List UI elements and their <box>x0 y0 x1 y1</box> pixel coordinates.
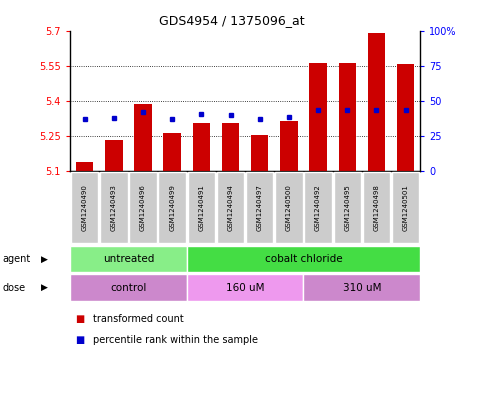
FancyBboxPatch shape <box>71 172 99 243</box>
Text: GSM1240499: GSM1240499 <box>169 184 175 231</box>
Text: ▶: ▶ <box>41 255 48 263</box>
Text: percentile rank within the sample: percentile rank within the sample <box>93 335 258 345</box>
Text: control: control <box>110 283 146 293</box>
Text: GSM1240495: GSM1240495 <box>344 184 350 231</box>
Text: GSM1240496: GSM1240496 <box>140 184 146 231</box>
FancyBboxPatch shape <box>334 172 361 243</box>
Text: ■: ■ <box>75 335 84 345</box>
FancyBboxPatch shape <box>100 172 128 243</box>
FancyBboxPatch shape <box>217 172 244 243</box>
Text: cobalt chloride: cobalt chloride <box>265 254 342 264</box>
Text: transformed count: transformed count <box>93 314 184 324</box>
Text: GSM1240494: GSM1240494 <box>227 184 234 231</box>
FancyBboxPatch shape <box>303 274 420 301</box>
Bar <box>339 63 356 171</box>
Text: 160 uM: 160 uM <box>226 283 264 293</box>
Bar <box>105 140 123 171</box>
Bar <box>368 33 385 171</box>
Bar <box>193 123 210 171</box>
FancyBboxPatch shape <box>392 172 419 243</box>
Text: GSM1240501: GSM1240501 <box>403 184 409 231</box>
Bar <box>222 123 239 171</box>
FancyBboxPatch shape <box>304 172 332 243</box>
Bar <box>280 121 298 171</box>
Text: ■: ■ <box>75 314 84 324</box>
Text: GSM1240491: GSM1240491 <box>199 184 204 231</box>
Bar <box>163 132 181 171</box>
Bar <box>251 135 269 171</box>
FancyBboxPatch shape <box>158 172 186 243</box>
Text: GSM1240492: GSM1240492 <box>315 184 321 231</box>
FancyBboxPatch shape <box>246 172 273 243</box>
Text: agent: agent <box>2 254 30 264</box>
Bar <box>134 103 152 171</box>
Text: untreated: untreated <box>103 254 154 264</box>
FancyBboxPatch shape <box>70 246 187 272</box>
Bar <box>76 162 93 171</box>
FancyBboxPatch shape <box>70 274 187 301</box>
FancyBboxPatch shape <box>363 172 390 243</box>
Bar <box>397 64 414 171</box>
Text: GSM1240490: GSM1240490 <box>82 184 87 231</box>
Text: 310 uM: 310 uM <box>342 283 381 293</box>
Text: dose: dose <box>2 283 26 293</box>
Text: GSM1240498: GSM1240498 <box>373 184 380 231</box>
Bar <box>309 63 327 171</box>
Text: GSM1240497: GSM1240497 <box>256 184 263 231</box>
FancyBboxPatch shape <box>275 172 303 243</box>
Text: GSM1240500: GSM1240500 <box>286 184 292 231</box>
Text: ▶: ▶ <box>41 283 48 292</box>
FancyBboxPatch shape <box>187 172 215 243</box>
FancyBboxPatch shape <box>187 274 303 301</box>
FancyBboxPatch shape <box>129 172 156 243</box>
Text: GDS4954 / 1375096_at: GDS4954 / 1375096_at <box>159 14 305 27</box>
Text: GSM1240493: GSM1240493 <box>111 184 117 231</box>
FancyBboxPatch shape <box>187 246 420 272</box>
